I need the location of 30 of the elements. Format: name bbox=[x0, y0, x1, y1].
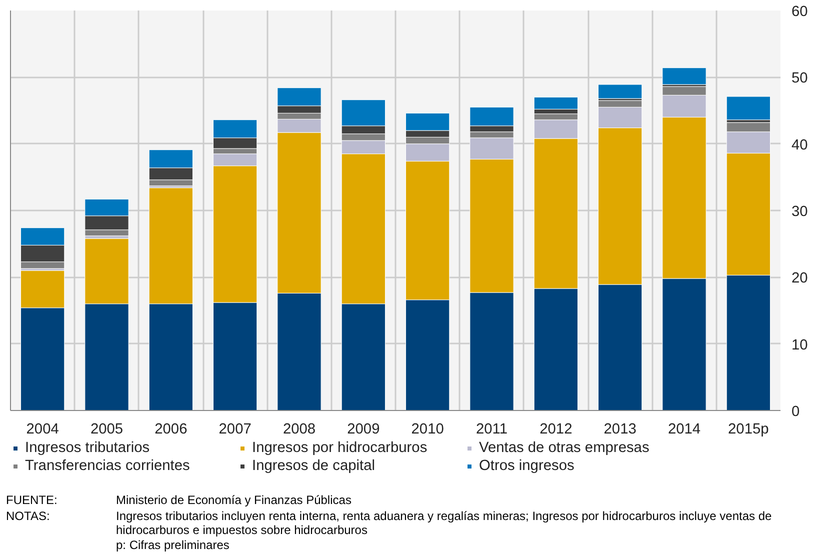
y-tick-label: 50 bbox=[792, 70, 808, 87]
legend-label: Ventas de otras empresas bbox=[479, 440, 650, 456]
legend-label: Transferencias corrientes bbox=[25, 458, 191, 474]
x-tick-label: 2008 bbox=[282, 422, 316, 438]
x-tick-label: 2012 bbox=[540, 422, 572, 438]
legend-label: Ingresos tributarios bbox=[25, 440, 151, 456]
bar bbox=[598, 84, 642, 99]
x-tick-label: 2006 bbox=[154, 422, 188, 438]
x-tick-label: 2013 bbox=[604, 422, 636, 438]
x-tick-label: 2009 bbox=[347, 422, 380, 438]
x-tick-label: 2005 bbox=[90, 422, 124, 438]
text: FUENTE: Ministerio de Economía y Finanzas Públicas bbox=[6, 493, 352, 507]
y-tick-label: 60 bbox=[792, 4, 808, 20]
x-tick-label: 2007 bbox=[218, 422, 252, 438]
y-tick-label: 0 bbox=[792, 404, 800, 420]
legend-label: Ingresos de capital bbox=[252, 458, 376, 474]
y-tick-label: 20 bbox=[792, 270, 808, 287]
x-tick-label: 2010 bbox=[411, 422, 444, 438]
legend-label: Ingresos por hidrocarburos bbox=[252, 440, 428, 456]
bar bbox=[726, 96, 770, 120]
x-tick-label: 2004 bbox=[26, 422, 59, 438]
y-tick-label: 10 bbox=[792, 337, 808, 354]
bar bbox=[662, 68, 706, 85]
text: p: Cifras preliminares bbox=[115, 538, 230, 554]
legend-label: Otros ingresos bbox=[479, 458, 576, 474]
x-tick-label: 2011 bbox=[476, 422, 508, 438]
x-tick-label: 2015p bbox=[728, 422, 769, 438]
y-tick-label: 30 bbox=[792, 204, 808, 220]
x-tick-label: 2014 bbox=[668, 422, 701, 438]
y-tick-label: 40 bbox=[792, 137, 808, 154]
